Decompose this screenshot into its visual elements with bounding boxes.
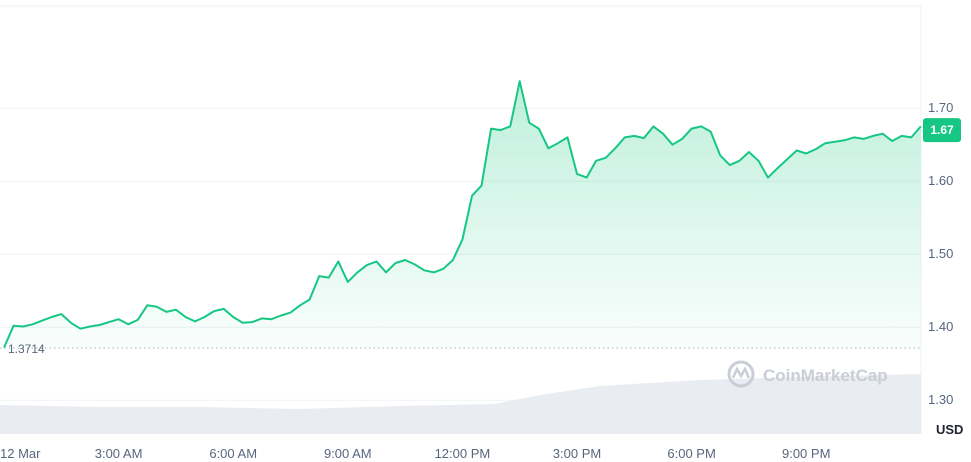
current-price-label: 1.67 [930,123,954,137]
volume-bars [0,374,921,434]
y-tick-label: 1.40 [928,319,953,334]
x-axis: 12 Mar 3:00 AM 6:00 AM 9:00 AM 12:00 PM 3:00 … [0,446,830,461]
volume-area [0,374,921,434]
y-tick-label: 1.30 [928,392,953,407]
baseline-label: 1.3714 [8,342,45,356]
y-tick-label: 1.70 [928,100,953,115]
y-axis: 1.70 1.60 1.50 1.40 1.30 [928,100,953,407]
x-tick-label: 3:00 PM [553,446,601,461]
x-tick-label: 9:00 AM [324,446,372,461]
y-tick-label: 1.50 [928,246,953,261]
current-price-badge: 1.67 [923,118,961,143]
x-tick-label: 9:00 PM [782,446,830,461]
watermark: CoinMarketCap [727,360,888,388]
price-area [4,81,921,349]
x-tick-label: 6:00 PM [667,446,715,461]
watermark-text: CoinMarketCap [763,366,888,385]
cmc-logo-mark [731,366,751,379]
current-price-badge-bg [923,118,961,143]
x-tick-label: 6:00 AM [209,446,257,461]
x-tick-label: 12:00 PM [435,446,491,461]
x-tick-label: 12 Mar [0,446,41,461]
price-line [3,80,922,349]
unit-label: USD [936,422,963,437]
y-tick-label: 1.60 [928,173,953,188]
x-tick-label: 3:00 AM [95,446,143,461]
cmc-logo-icon [727,360,755,388]
